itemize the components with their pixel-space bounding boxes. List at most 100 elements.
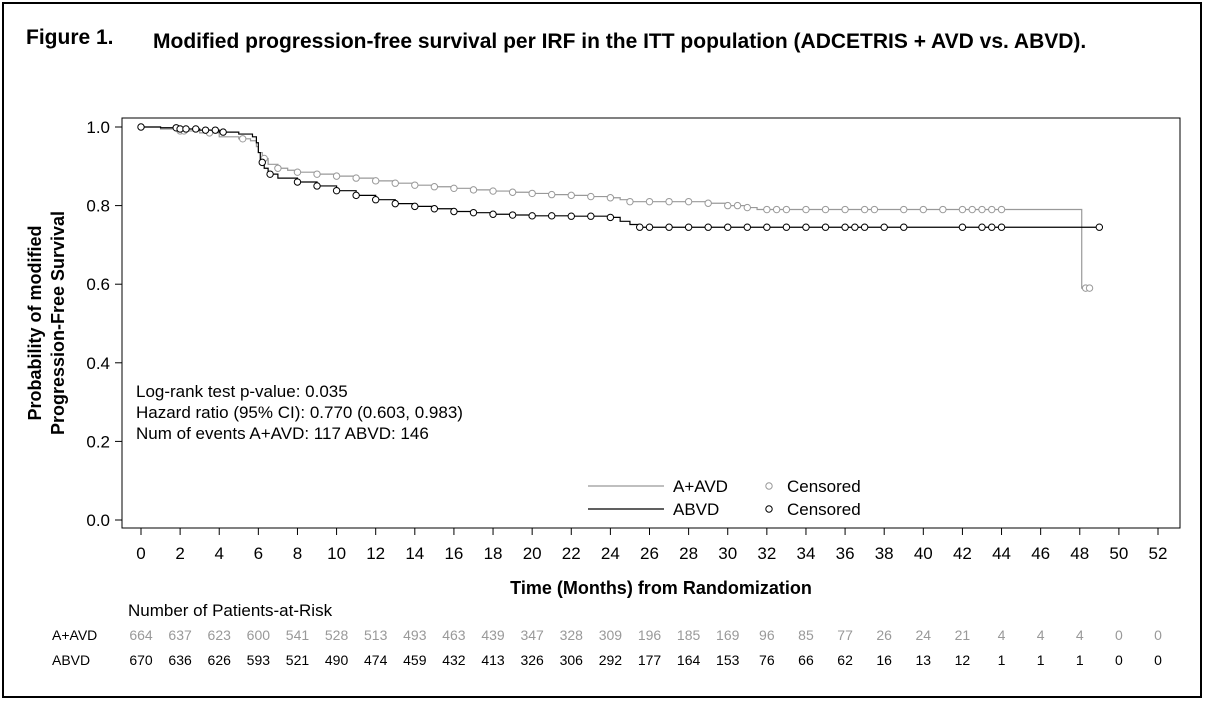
censored-point <box>333 187 339 193</box>
y-axis: 0.0 0.2 0.4 0.6 0.8 1.0 <box>86 118 122 530</box>
x-tick-label: 2 <box>175 544 184 563</box>
risk-value: 626 <box>208 652 232 668</box>
censored-point <box>568 213 574 219</box>
risk-value: 521 <box>286 652 310 668</box>
risk-value: 413 <box>481 652 505 668</box>
censored-point <box>431 206 437 212</box>
x-tick-label: 28 <box>679 544 698 563</box>
risk-value: 169 <box>716 627 740 643</box>
legend-censored-label: Censored <box>787 500 861 519</box>
risk-value: 76 <box>759 652 775 668</box>
legend: A+AVD CensoredABVD Censored <box>588 477 861 519</box>
censored-point <box>998 206 1004 212</box>
x-tick-label: 38 <box>875 544 894 563</box>
censored-point <box>267 171 273 177</box>
x-tick-label: 36 <box>836 544 855 563</box>
censored-point <box>627 198 633 204</box>
censored-point <box>490 188 496 194</box>
censored-point <box>1096 224 1102 230</box>
risk-table-title: Number of Patients-at-Risk <box>128 601 333 620</box>
censored-point <box>959 206 965 212</box>
censored-point <box>705 224 711 230</box>
km-curve <box>141 127 1099 227</box>
risk-value: 306 <box>560 652 584 668</box>
censored-point <box>803 224 809 230</box>
km-curve <box>141 127 1090 288</box>
series-layer <box>138 124 1103 292</box>
censored-point <box>212 127 218 133</box>
censored-point <box>1086 285 1092 291</box>
censored-point <box>861 206 867 212</box>
risk-value: 177 <box>638 652 662 668</box>
risk-value: 0 <box>1154 652 1162 668</box>
censored-point <box>202 127 208 133</box>
risk-value: 474 <box>364 652 388 668</box>
series-abvd <box>138 124 1103 231</box>
censored-point <box>705 200 711 206</box>
risk-value: 664 <box>129 627 153 643</box>
x-tick-label: 22 <box>562 544 581 563</box>
y-tick-label: 0.0 <box>86 511 110 530</box>
censored-point <box>138 124 144 130</box>
censored-point <box>989 224 995 230</box>
censored-point <box>959 224 965 230</box>
censored-point <box>294 179 300 185</box>
censored-point <box>607 195 613 201</box>
x-tick-label: 12 <box>366 544 385 563</box>
risk-value: 623 <box>208 627 232 643</box>
risk-value: 153 <box>716 652 740 668</box>
risk-value: 13 <box>916 652 932 668</box>
risk-value: 0 <box>1115 627 1123 643</box>
censored-point <box>881 224 887 230</box>
x-tick-label: 0 <box>136 544 145 563</box>
censored-point <box>764 224 770 230</box>
censored-point <box>588 193 594 199</box>
censored-point <box>822 224 828 230</box>
risk-value: 85 <box>798 627 814 643</box>
censored-point <box>861 224 867 230</box>
x-tick-label: 8 <box>293 544 302 563</box>
censored-point <box>871 206 877 212</box>
censored-point <box>979 224 985 230</box>
risk-value: 185 <box>677 627 701 643</box>
censored-point <box>783 224 789 230</box>
stat-line: Log-rank test p-value: 0.035 <box>136 382 348 401</box>
risk-value: 0 <box>1115 652 1123 668</box>
risk-value: 541 <box>286 627 310 643</box>
risk-value: 1 <box>1076 652 1084 668</box>
censored-point <box>637 224 643 230</box>
risk-value: 637 <box>168 627 192 643</box>
censored-point <box>392 200 398 206</box>
censored-point <box>549 191 555 197</box>
legend-censor-marker <box>766 483 772 489</box>
censored-point <box>509 212 515 218</box>
censored-point <box>412 203 418 209</box>
censored-point <box>979 206 985 212</box>
x-tick-label: 52 <box>1149 544 1168 563</box>
censored-point <box>470 209 476 215</box>
censored-point <box>725 202 731 208</box>
censored-point <box>989 206 995 212</box>
legend-censored-label: Censored <box>787 477 861 496</box>
risk-row-label: A+AVD <box>52 627 97 643</box>
censored-point <box>353 175 359 181</box>
risk-value: 326 <box>520 652 544 668</box>
risk-value: 4 <box>1037 627 1045 643</box>
y-tick-label: 0.4 <box>86 354 110 373</box>
risk-value: 328 <box>560 627 584 643</box>
x-tick-label: 50 <box>1109 544 1128 563</box>
risk-table: A+AVD 664 637 623 600 541 528 513 493 463 439 347 32… <box>52 627 1162 668</box>
risk-value: 347 <box>520 627 544 643</box>
x-tick-label: 30 <box>718 544 737 563</box>
risk-value: 593 <box>247 652 271 668</box>
censored-point <box>568 192 574 198</box>
censored-point <box>607 214 613 220</box>
x-tick-label: 44 <box>992 544 1011 563</box>
risk-value: 196 <box>638 627 662 643</box>
censored-point <box>725 224 731 230</box>
y-tick-label: 0.2 <box>86 432 110 451</box>
censored-point <box>842 224 848 230</box>
censored-point <box>588 213 594 219</box>
stat-line: Num of events A+AVD: 117 ABVD: 146 <box>136 424 429 443</box>
risk-value: 62 <box>837 652 853 668</box>
